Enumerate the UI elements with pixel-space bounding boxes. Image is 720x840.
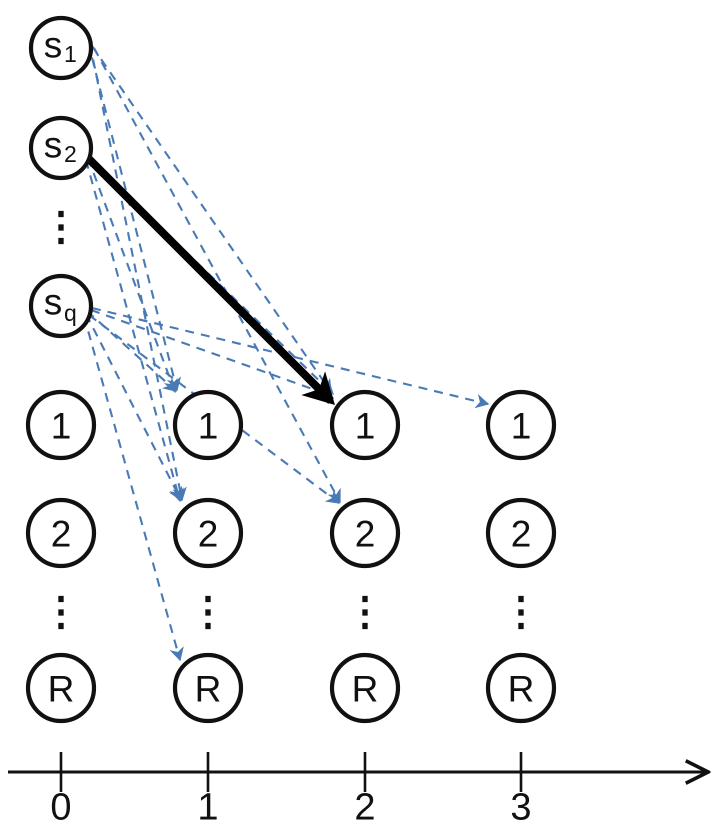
node-sq[interactable]: s q [28,273,94,339]
node-col2-row1-label: 1 [355,406,376,447]
grid-column-2: 1 2 ⋮ R [329,389,401,724]
node-col0-rowR-label: R [48,669,75,710]
node-col0-row1-label: 1 [51,406,72,447]
node-col0-row2-label: 2 [51,514,72,555]
node-sq-subscript: q [64,300,77,326]
node-col0-rowR-circle [25,652,97,724]
edge-s1-to-col1-row1 [86,41,182,392]
grid-column-1: 1 2 ⋮ R [172,389,244,724]
node-col0-row1-circle [25,389,97,461]
node-col3-row2[interactable]: 2 [485,497,557,569]
node-col2-rowR[interactable]: R [329,652,401,724]
node-col3-rowR[interactable]: R [485,652,557,724]
node-col1-row1[interactable]: 1 [172,389,244,461]
node-col3-row1-circle [485,389,557,461]
node-col2-row1-circle [329,389,401,461]
node-col0-row2-circle [25,497,97,569]
node-s2[interactable]: s 2 [28,115,94,181]
node-col3-row2-circle [485,497,557,569]
source-column-ellipsis: ⋮ [41,205,81,249]
node-col0-row2[interactable]: 2 [25,497,97,569]
node-col1-rowR-label: R [195,669,222,710]
node-s1[interactable]: s 1 [28,15,94,81]
node-col1-row1-circle [172,389,244,461]
node-s1-base: s [44,25,63,66]
column-1-ellipsis: ⋮ [188,590,228,634]
axis-tick-label-2: 2 [354,786,375,828]
edge-sq-to-col1-rowR [82,315,184,662]
node-col0-rowR[interactable]: R [25,652,97,724]
edge-sq-to-col1-row2 [85,313,182,502]
node-col1-row2[interactable]: 2 [172,497,244,569]
node-col0-row1[interactable]: 1 [25,389,97,461]
node-col3-rowR-label: R [508,669,535,710]
node-col2-row2-circle [329,497,401,569]
dashed-edge-group [82,41,490,662]
node-col3-row1[interactable]: 1 [485,389,557,461]
node-s2-base: s [44,125,63,166]
axis-tick-label-0: 0 [50,786,71,828]
node-s2-subscript: 2 [64,141,77,167]
column-2-ellipsis: ⋮ [345,590,385,634]
node-s2-circle [28,115,94,181]
node-sq-circle [28,273,94,339]
axis-tick-label-3: 3 [510,786,531,828]
node-col1-row1-label: 1 [198,406,219,447]
grid-column-3: 1 2 ⋮ R [485,389,557,724]
edge-sq-to-col2-row2 [88,314,340,504]
edge-sq-to-col3-row1 [91,306,490,409]
edge-thick-s2-to-col2-row1 [82,152,335,405]
edge-s2-to-col1-row1 [87,157,178,394]
node-col2-rowR-label: R [352,669,379,710]
node-s1-circle [28,15,94,81]
node-col2-row1[interactable]: 1 [329,389,401,461]
node-col1-row2-label: 2 [198,514,219,555]
edge-s1-to-col2-row1 [91,45,332,394]
edge-s2-to-col1-row2 [84,159,184,503]
node-col3-rowR-circle [485,652,557,724]
node-col3-row1-label: 1 [511,406,532,447]
column-0-ellipsis: ⋮ [41,590,81,634]
grid-column-0: 1 2 ⋮ R [25,389,97,724]
time-axis: 0 1 2 3 [8,752,706,828]
edge-s1-to-col1-row2 [88,43,187,502]
node-col2-row2[interactable]: 2 [329,497,401,569]
node-sq-base: s [44,282,63,323]
column-3-ellipsis: ⋮ [501,590,541,634]
node-s1-subscript: 1 [64,41,77,67]
axis-tick-label-1: 1 [197,786,218,828]
node-col1-rowR-circle [172,652,244,724]
edge-sq-to-col2-row1 [90,309,334,399]
node-col3-row2-label: 2 [511,514,532,555]
edge-sq-to-col1-row1 [86,310,177,392]
node-col2-rowR-circle [329,652,401,724]
node-col1-rowR[interactable]: R [172,652,244,724]
edge-s1-to-col2-row2 [93,47,341,504]
node-col1-row2-circle [172,497,244,569]
node-col2-row2-label: 2 [355,514,376,555]
source-node-group: s 1 s 2 ⋮ s q [28,15,94,339]
